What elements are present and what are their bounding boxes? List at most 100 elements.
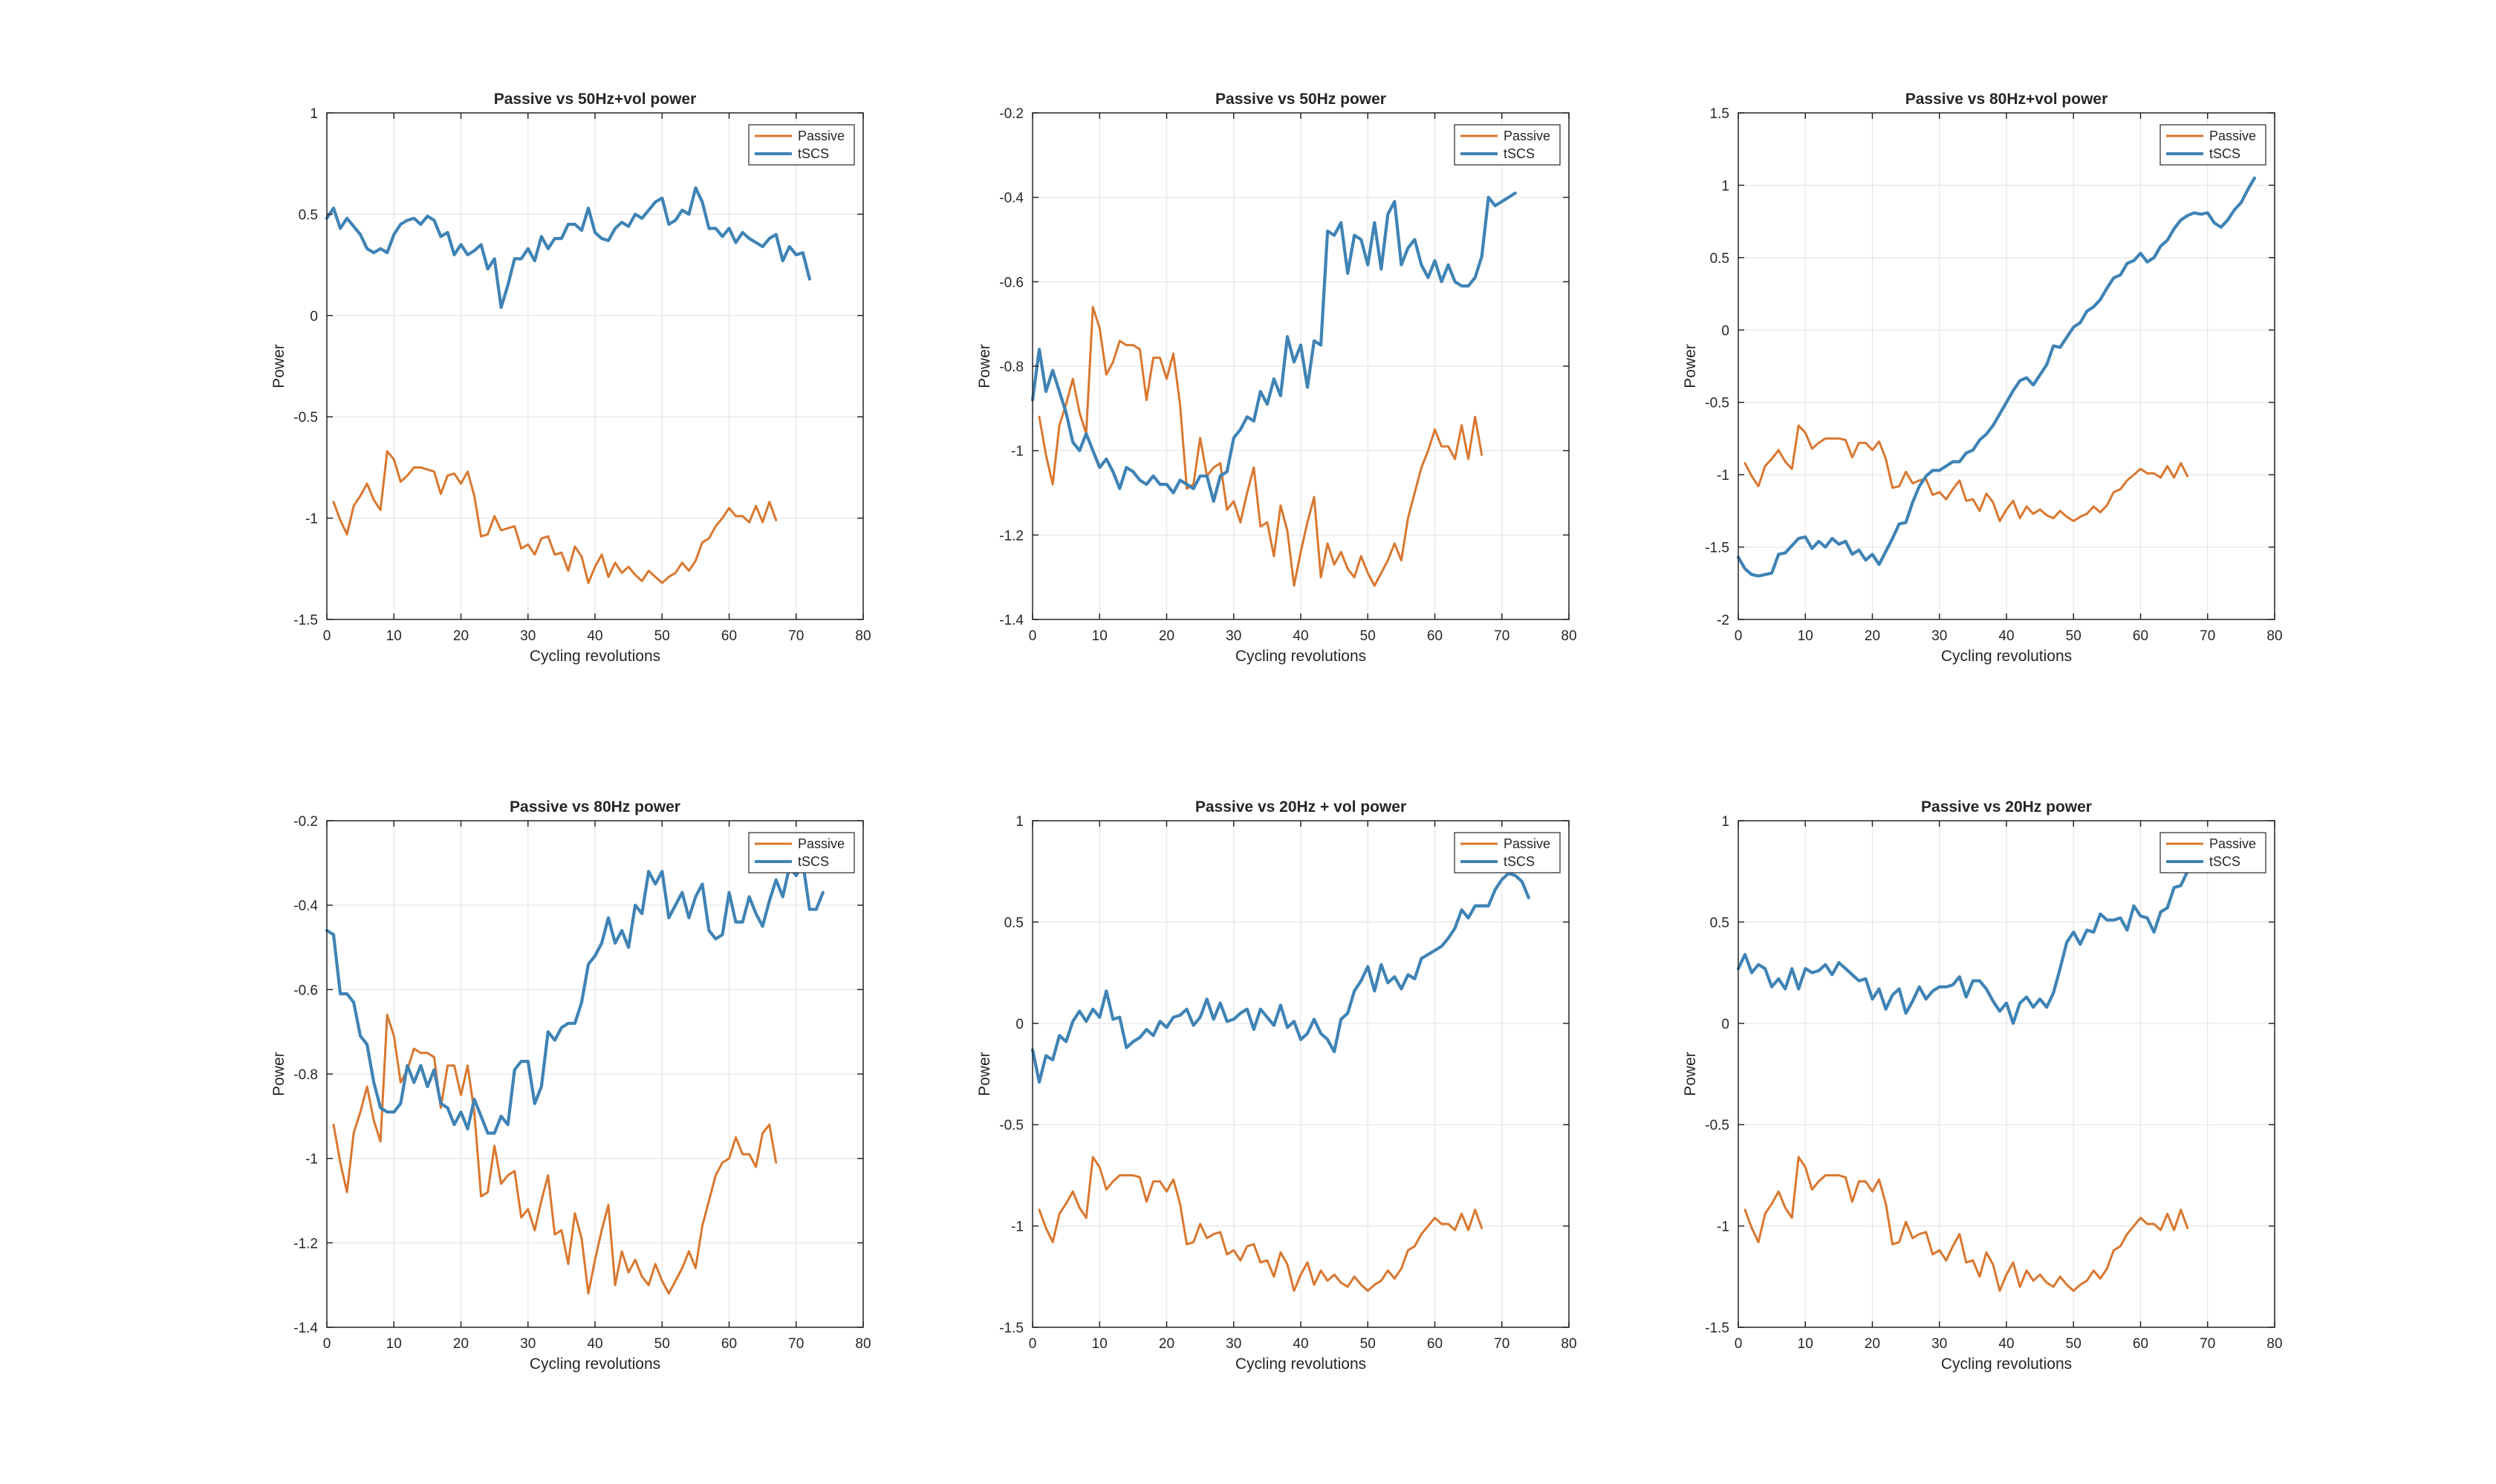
x-tick-label: 70 (1494, 1336, 1509, 1352)
x-tick-label: 60 (2133, 628, 2148, 644)
x-tick-label: 0 (323, 628, 331, 644)
chart-panel-3: 0 10 20 30 40 50 60 70 80 -2 -1.5 -1 -0.5 0 0.5 1 1.5 Pas… (1682, 91, 2283, 665)
y-axis-label: Power (1682, 1052, 1699, 1096)
legend: Passive tSCS (2159, 832, 2266, 873)
legend: Passive tSCS (748, 832, 855, 873)
x-axis-label: Cycling revolutions (1235, 1356, 1366, 1373)
y-tick-label: -1.5 (999, 1321, 1024, 1336)
y-tick-label: -1.5 (1705, 541, 1729, 556)
y-tick-label: 0.5 (1004, 915, 1024, 931)
y-tick-label: -0.4 (293, 899, 318, 914)
legend-label-tscs: tSCS (2209, 854, 2240, 869)
x-axis-label: Cycling revolutions (530, 1356, 660, 1373)
legend-label-passive: Passive (1504, 836, 1550, 851)
x-tick-label: 60 (1427, 628, 1443, 644)
x-axis-label: Cycling revolutions (1941, 648, 2072, 665)
legend-box (748, 124, 855, 166)
x-tick-label: 50 (2066, 1336, 2081, 1352)
x-tick-label: 0 (1029, 1336, 1037, 1352)
series-line-tscs (1736, 176, 2256, 578)
chart-panel-6: 0 10 20 30 40 50 60 70 80 -1.5 -1 -0.5 0 0.5 1 Passive … (1682, 798, 2283, 1373)
x-tick-label: 50 (654, 628, 670, 644)
legend-label-passive: Passive (2209, 128, 2256, 143)
legend-box (1454, 832, 1561, 873)
x-tick-label: 80 (855, 1336, 871, 1352)
x-axis-label: Cycling revolutions (1941, 1356, 2072, 1373)
y-tick-label: -1.5 (293, 613, 318, 628)
series-line-passive (1743, 424, 2189, 522)
x-tick-label: 20 (1865, 1336, 1880, 1352)
chart-title: Passive vs 50Hz+vol power (494, 91, 697, 108)
x-tick-label: 40 (1293, 628, 1308, 644)
x-tick-label: 10 (386, 1336, 402, 1352)
chart-panel-2: 0 10 20 30 40 50 60 70 80 -1.4 -1.2 -1 -0.8 -0.6 -0.4 -… (976, 91, 1577, 665)
y-tick-label: -1 (305, 512, 318, 527)
x-tick-label: 50 (1360, 1336, 1376, 1352)
x-axis-label: Cycling revolutions (1235, 648, 1366, 665)
legend: Passive tSCS (1454, 832, 1561, 873)
x-tick-label: 10 (1092, 1336, 1108, 1352)
x-axis-label: Cycling revolutions (530, 648, 660, 665)
x-tick-label: 30 (1931, 628, 1947, 644)
legend-label-passive: Passive (798, 836, 845, 851)
y-tick-label: 1 (310, 106, 318, 122)
y-tick-label: -1.2 (293, 1236, 318, 1252)
x-tick-label: 70 (1494, 628, 1509, 644)
x-tick-label: 10 (386, 628, 402, 644)
y-tick-label: -2 (1717, 613, 1729, 628)
y-tick-label: -0.6 (293, 983, 318, 998)
y-tick-label: 0 (1721, 323, 1729, 339)
x-tick-label: 0 (323, 1336, 331, 1352)
x-tick-label: 80 (2266, 1336, 2282, 1352)
x-tick-label: 30 (520, 628, 536, 644)
legend-label-tscs: tSCS (1504, 854, 1535, 869)
y-tick-label: -0.6 (999, 275, 1024, 290)
series-line-passive (332, 450, 778, 585)
chart-panel-4: 0 10 20 30 40 50 60 70 80 -1.4 -1.2 -1 -0.8 -0.6 -0.4 -… (270, 798, 871, 1373)
y-tick-label: -0.4 (999, 191, 1024, 206)
legend-label-tscs: tSCS (798, 854, 829, 869)
series-line-tscs (325, 861, 825, 1135)
y-tick-label: -0.2 (293, 814, 318, 830)
x-tick-label: 10 (1798, 1336, 1813, 1352)
y-tick-label: 1 (1015, 814, 1024, 830)
y-axis-label: Power (270, 344, 287, 388)
legend: Passive tSCS (2159, 124, 2266, 166)
y-tick-label: 0.5 (1710, 251, 1729, 267)
legend-box (2159, 832, 2266, 873)
y-tick-label: 1.5 (1710, 106, 1729, 122)
y-tick-label: -0.2 (999, 106, 1024, 122)
y-tick-label: 1 (1721, 814, 1729, 830)
y-tick-label: -1 (1717, 1220, 1729, 1235)
x-tick-label: 20 (1159, 628, 1174, 644)
y-tick-label: -0.5 (293, 410, 318, 426)
x-tick-label: 40 (587, 628, 602, 644)
y-tick-label: -0.8 (999, 359, 1024, 375)
series-line-passive (1038, 305, 1483, 587)
series-line-tscs (1736, 839, 2209, 1025)
x-tick-label: 50 (1360, 628, 1376, 644)
y-axis-label: Power (976, 344, 993, 388)
y-tick-label: 0 (1721, 1017, 1729, 1032)
y-tick-label: 0 (1015, 1017, 1024, 1032)
x-tick-label: 30 (1931, 1336, 1947, 1352)
series-line-tscs (1030, 871, 1530, 1084)
x-tick-label: 50 (654, 1336, 670, 1352)
x-tick-label: 80 (1561, 1336, 1576, 1352)
series-line-tscs (1030, 191, 1517, 504)
x-tick-label: 60 (721, 1336, 737, 1352)
y-tick-label: 1 (1721, 178, 1729, 194)
x-tick-label: 80 (2266, 628, 2282, 644)
y-tick-label: -0.8 (293, 1067, 318, 1083)
x-tick-label: 20 (453, 1336, 469, 1352)
x-tick-label: 20 (453, 628, 469, 644)
legend-label-tscs: tSCS (2209, 146, 2240, 161)
y-axis-label: Power (270, 1052, 287, 1096)
y-tick-label: 0 (310, 309, 318, 325)
legend-label-passive: Passive (1504, 128, 1550, 143)
y-tick-label: -0.5 (999, 1118, 1024, 1133)
y-tick-label: -0.5 (1705, 396, 1729, 411)
series-line-passive (1743, 1156, 2189, 1292)
x-tick-label: 20 (1159, 1336, 1174, 1352)
x-tick-label: 70 (788, 1336, 804, 1352)
